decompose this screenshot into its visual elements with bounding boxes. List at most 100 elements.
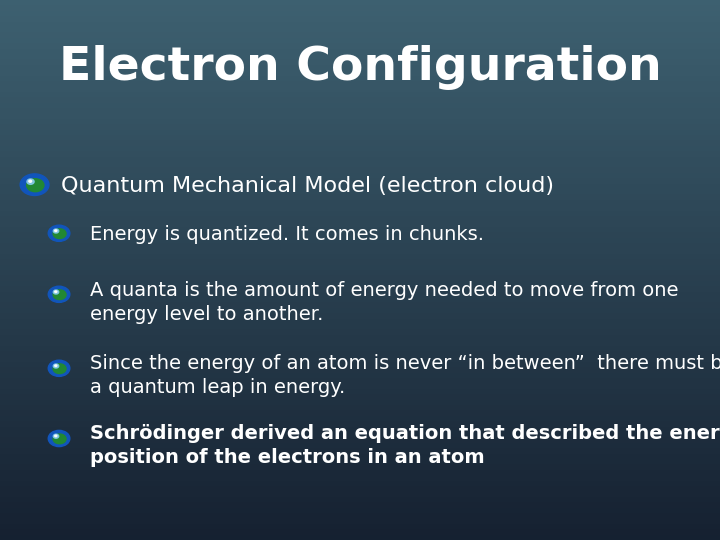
Circle shape xyxy=(53,434,66,444)
Bar xyxy=(0,470,720,475)
Bar xyxy=(0,124,720,130)
Bar xyxy=(0,140,720,146)
Circle shape xyxy=(27,179,34,184)
Bar xyxy=(0,54,720,59)
Circle shape xyxy=(53,229,59,233)
Text: Quantum Mechanical Model (electron cloud): Quantum Mechanical Model (electron cloud… xyxy=(61,176,554,197)
Bar xyxy=(0,162,720,167)
Circle shape xyxy=(48,430,70,447)
Bar xyxy=(0,405,720,410)
Circle shape xyxy=(29,180,32,183)
Bar xyxy=(0,59,720,65)
Bar xyxy=(0,43,720,49)
Circle shape xyxy=(55,291,57,293)
Bar xyxy=(0,394,720,400)
Bar xyxy=(0,400,720,405)
Bar xyxy=(0,378,720,383)
Bar xyxy=(0,486,720,491)
Bar xyxy=(0,459,720,464)
Bar xyxy=(0,135,720,140)
Bar xyxy=(0,443,720,448)
Bar xyxy=(0,437,720,443)
Bar xyxy=(0,362,720,367)
Bar xyxy=(0,297,720,302)
Circle shape xyxy=(55,230,57,232)
Bar xyxy=(0,259,720,265)
Bar xyxy=(0,351,720,356)
Bar xyxy=(0,508,720,513)
Bar xyxy=(0,178,720,184)
Bar xyxy=(0,32,720,38)
Bar xyxy=(0,356,720,362)
Bar xyxy=(0,238,720,243)
Bar xyxy=(0,427,720,432)
Bar xyxy=(0,113,720,119)
Bar xyxy=(0,130,720,135)
Bar xyxy=(0,475,720,481)
Circle shape xyxy=(48,360,70,376)
Circle shape xyxy=(55,435,57,437)
Bar xyxy=(0,329,720,335)
Bar xyxy=(0,205,720,211)
Bar xyxy=(0,151,720,157)
Circle shape xyxy=(53,434,59,438)
Bar xyxy=(0,221,720,227)
Bar xyxy=(0,535,720,540)
Bar xyxy=(0,518,720,524)
Text: Energy is quantized. It comes in chunks.: Energy is quantized. It comes in chunks. xyxy=(90,225,484,245)
Bar xyxy=(0,335,720,340)
Circle shape xyxy=(53,229,66,239)
Circle shape xyxy=(53,364,66,374)
Bar xyxy=(0,92,720,97)
Text: Since the energy of an atom is never “in between”  there must be
a quantum leap : Since the energy of an atom is never “in… xyxy=(90,354,720,397)
Bar xyxy=(0,319,720,324)
Bar xyxy=(0,529,720,535)
Bar xyxy=(0,421,720,427)
Text: A quanta is the amount of energy needed to move from one
energy level to another: A quanta is the amount of energy needed … xyxy=(90,281,678,324)
Bar xyxy=(0,65,720,70)
Bar xyxy=(0,216,720,221)
Bar xyxy=(0,324,720,329)
Bar xyxy=(0,454,720,459)
Bar xyxy=(0,448,720,454)
Bar xyxy=(0,464,720,470)
Text: Schrödinger derived an equation that described the energy and
position of the el: Schrödinger derived an equation that des… xyxy=(90,424,720,467)
Bar xyxy=(0,38,720,43)
Bar xyxy=(0,502,720,508)
Bar xyxy=(0,524,720,529)
Bar xyxy=(0,513,720,518)
Bar xyxy=(0,0,720,5)
Bar xyxy=(0,86,720,92)
Bar xyxy=(0,103,720,108)
Bar xyxy=(0,275,720,281)
Circle shape xyxy=(53,290,59,294)
Bar xyxy=(0,81,720,86)
Bar xyxy=(0,383,720,389)
Circle shape xyxy=(48,225,70,241)
Bar xyxy=(0,373,720,378)
Bar xyxy=(0,11,720,16)
Bar xyxy=(0,281,720,286)
Bar xyxy=(0,157,720,162)
Bar xyxy=(0,167,720,173)
Bar xyxy=(0,292,720,297)
Bar xyxy=(0,481,720,486)
Circle shape xyxy=(20,174,49,195)
Bar xyxy=(0,173,720,178)
Bar xyxy=(0,184,720,189)
Bar xyxy=(0,389,720,394)
Bar xyxy=(0,497,720,502)
Bar xyxy=(0,76,720,81)
Bar xyxy=(0,189,720,194)
Circle shape xyxy=(27,179,44,192)
Text: Electron Configuration: Electron Configuration xyxy=(58,45,662,90)
Bar xyxy=(0,286,720,292)
Bar xyxy=(0,16,720,22)
Bar xyxy=(0,270,720,275)
Bar xyxy=(0,416,720,421)
Bar xyxy=(0,227,720,232)
Bar xyxy=(0,5,720,11)
Bar xyxy=(0,194,720,200)
Bar xyxy=(0,200,720,205)
Bar xyxy=(0,491,720,497)
